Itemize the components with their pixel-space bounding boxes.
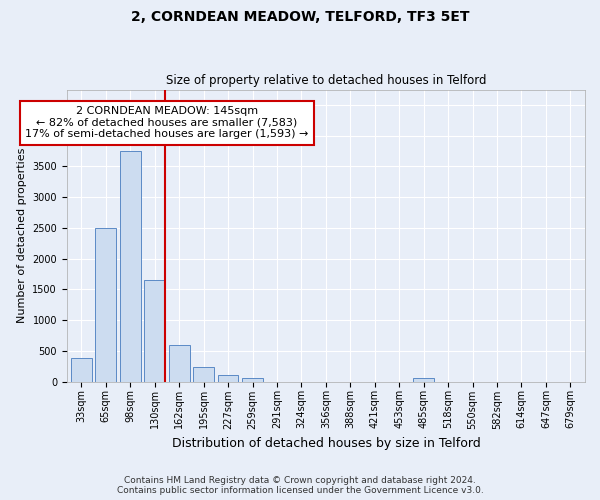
Title: Size of property relative to detached houses in Telford: Size of property relative to detached ho… bbox=[166, 74, 486, 87]
Bar bbox=[413, 378, 434, 382]
Bar bbox=[145, 280, 165, 382]
Bar bbox=[120, 151, 141, 382]
Bar bbox=[169, 344, 190, 382]
Text: 2, CORNDEAN MEADOW, TELFORD, TF3 5ET: 2, CORNDEAN MEADOW, TELFORD, TF3 5ET bbox=[131, 10, 469, 24]
Y-axis label: Number of detached properties: Number of detached properties bbox=[17, 148, 27, 323]
Text: 2 CORNDEAN MEADOW: 145sqm
← 82% of detached houses are smaller (7,583)
17% of se: 2 CORNDEAN MEADOW: 145sqm ← 82% of detac… bbox=[25, 106, 308, 140]
X-axis label: Distribution of detached houses by size in Telford: Distribution of detached houses by size … bbox=[172, 437, 480, 450]
Bar bbox=[193, 367, 214, 382]
Bar bbox=[218, 376, 238, 382]
Bar bbox=[242, 378, 263, 382]
Text: Contains HM Land Registry data © Crown copyright and database right 2024.
Contai: Contains HM Land Registry data © Crown c… bbox=[116, 476, 484, 495]
Bar bbox=[95, 228, 116, 382]
Bar bbox=[71, 358, 92, 382]
